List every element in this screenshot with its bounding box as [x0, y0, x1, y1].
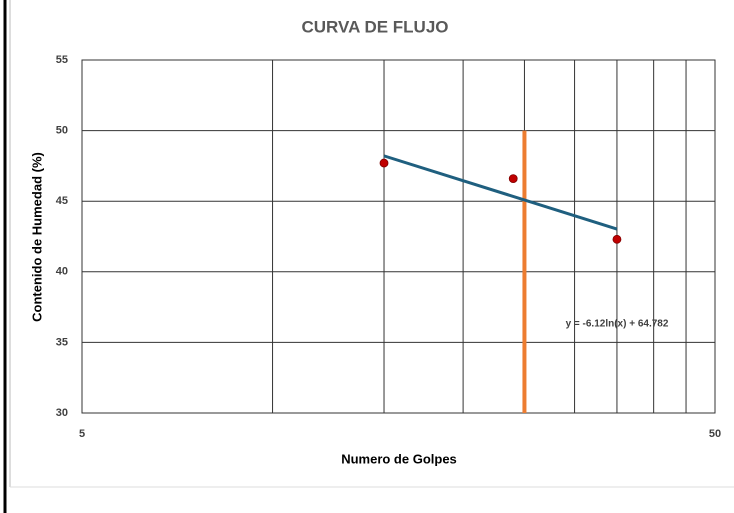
y-axis-label: Contenido de Humedad (%) [29, 152, 44, 322]
y-tick-label: 55 [56, 54, 68, 66]
chart-title: CURVA DE FLUJO [301, 17, 448, 36]
data-point [379, 158, 389, 168]
y-tick-label: 30 [56, 407, 68, 419]
x-tick-label: 5 [79, 428, 85, 440]
data-point [508, 174, 518, 184]
y-tick-label: 40 [56, 266, 68, 278]
y-tick-label: 45 [56, 195, 68, 207]
x-tick-label: 50 [709, 428, 721, 440]
x-axis-label: Numero de Golpes [341, 451, 457, 466]
data-point [612, 234, 622, 244]
trendline [383, 154, 618, 231]
y-tick-label: 50 [56, 125, 68, 137]
y-tick-label: 35 [56, 336, 68, 348]
trendline-equation: y = -6.12ln(x) + 64.782 [566, 319, 669, 330]
